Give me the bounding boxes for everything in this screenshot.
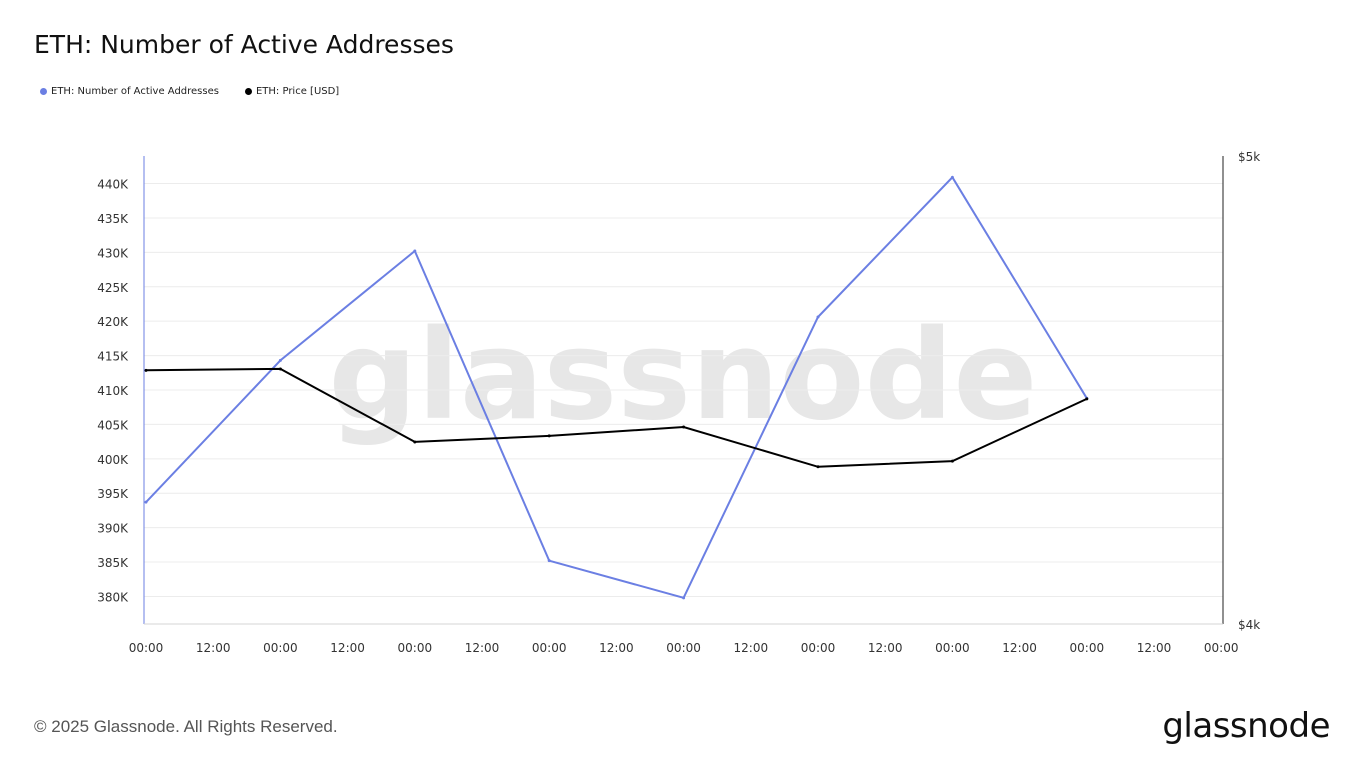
x-tick-label: 12:00 [196, 641, 231, 655]
price-data-point [547, 434, 551, 438]
y-left-tick-label: 395K [97, 487, 129, 501]
y-left-tick-label: 415K [97, 350, 129, 364]
price-data-point [816, 465, 820, 469]
x-tick-label: 00:00 [666, 641, 701, 655]
price-data-point [950, 459, 954, 463]
legend-dot-icon [244, 88, 252, 95]
y-left-tick-label: 410K [97, 384, 129, 398]
y-left-tick-label: 440K [97, 178, 129, 192]
glassnode-logo: glassnode [1162, 706, 1330, 746]
y-left-tick-label: 390K [97, 522, 129, 536]
legend-dot-icon [40, 88, 47, 95]
active-addresses-data-point [278, 358, 282, 362]
y-left-tick-label: 430K [97, 246, 129, 260]
price-data-point [1085, 397, 1089, 401]
chart-title: ETH: Number of Active Addresses [34, 30, 454, 59]
price-data-point [144, 368, 148, 372]
legend-item-active-addresses[interactable]: ETH: Number of Active Addresses [40, 86, 219, 97]
legend-label: ETH: Number of Active Addresses [51, 86, 219, 97]
x-tick-label: 12:00 [734, 641, 769, 655]
x-tick-label: 00:00 [1070, 641, 1105, 655]
x-tick-label: 12:00 [330, 641, 365, 655]
y-left-tick-label: 420K [97, 315, 129, 329]
x-tick-label: 12:00 [868, 641, 903, 655]
x-tick-label: 00:00 [1204, 641, 1239, 655]
x-tick-label: 00:00 [263, 641, 298, 655]
legend-label: ETH: Price [USD] [255, 86, 340, 97]
line-chart: glassnode 380K385K390K395K400K405K410K41… [97, 150, 1260, 655]
x-tick-label: 12:00 [1002, 641, 1037, 655]
x-tick-label: 12:00 [599, 641, 634, 655]
legend: ETH: Number of Active Addresses ETH: Pri… [40, 86, 365, 97]
active-addresses-data-point [816, 315, 820, 319]
active-addresses-data-point [547, 559, 551, 563]
x-tick-label: 00:00 [935, 641, 970, 655]
active-addresses-data-point [682, 596, 686, 600]
y-left-tick-label: 425K [97, 281, 129, 295]
y-left-tick-label: 435K [97, 212, 129, 226]
y-left-tick-label: 380K [97, 590, 129, 604]
y-right-tick-label: $4k [1238, 618, 1260, 632]
active-addresses-series-line [145, 175, 1088, 599]
y-left-tick-label: 405K [97, 418, 129, 432]
price-series-line [145, 367, 1088, 468]
copyright-text: © 2025 Glassnode. All Rights Reserved. [34, 717, 338, 736]
x-tick-label: 12:00 [465, 641, 500, 655]
x-tick-label: 00:00 [532, 641, 567, 655]
y-right-tick-label: $5k [1238, 150, 1260, 164]
x-tick-label: 00:00 [129, 641, 164, 655]
active-addresses-data-point [950, 175, 954, 179]
x-tick-label: 12:00 [1137, 641, 1172, 655]
x-tick-label: 00:00 [801, 641, 836, 655]
price-data-point [682, 425, 686, 429]
y-left-tick-label: 400K [97, 453, 129, 467]
x-tick-label: 00:00 [398, 641, 433, 655]
active-addresses-data-point [144, 500, 148, 504]
y-left-tick-label: 385K [97, 556, 129, 570]
price-data-point [413, 440, 417, 444]
active-addresses-data-point [413, 249, 417, 253]
price-data-point [278, 367, 282, 371]
legend-item-price[interactable]: ETH: Price [USD] [244, 86, 340, 97]
